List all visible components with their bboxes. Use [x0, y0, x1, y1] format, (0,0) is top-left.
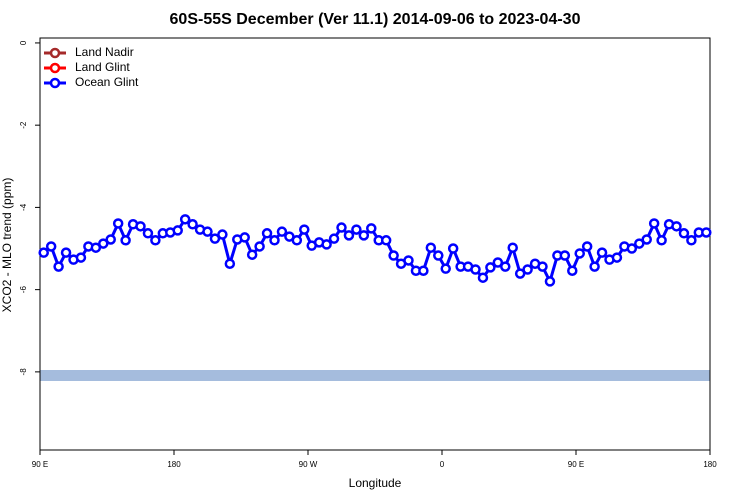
- point: [433, 250, 444, 261]
- point: [611, 252, 623, 263]
- y-tick-label: -6: [19, 286, 28, 294]
- point: [559, 250, 571, 261]
- point: [514, 268, 526, 279]
- legend-label: Ocean Glint: [75, 75, 139, 89]
- point: [447, 243, 459, 254]
- point: [269, 235, 280, 246]
- point: [544, 276, 556, 287]
- point: [701, 227, 712, 238]
- point: [291, 235, 303, 246]
- point: [179, 214, 191, 225]
- point: [217, 229, 228, 240]
- point: [418, 265, 429, 276]
- point: [380, 235, 392, 246]
- y-tick-label: -2: [19, 121, 28, 129]
- point: [120, 235, 131, 246]
- legend-marker: [49, 77, 61, 89]
- point: [626, 243, 638, 254]
- chart-title: 60S-55S December (Ver 11.1) 2014-09-06 t…: [170, 11, 581, 28]
- point: [336, 222, 347, 233]
- coverage-band: [40, 370, 710, 381]
- point: [105, 234, 116, 245]
- point: [53, 261, 64, 272]
- x-tick-label: 0: [440, 460, 445, 469]
- point: [187, 219, 198, 230]
- legend-marker: [49, 47, 61, 59]
- point: [38, 247, 49, 258]
- point: [648, 218, 660, 229]
- point: [581, 241, 593, 252]
- point: [343, 230, 355, 241]
- point: [299, 224, 310, 235]
- x-tick-label: 180: [703, 460, 717, 469]
- x-tick-label: 90 E: [568, 460, 584, 469]
- point: [596, 247, 608, 258]
- point: [60, 247, 72, 258]
- legend-marker: [49, 62, 61, 74]
- point: [507, 242, 518, 253]
- point: [112, 218, 124, 229]
- point: [656, 235, 667, 246]
- x-tick-label: 180: [167, 460, 181, 469]
- point: [45, 241, 57, 252]
- point: [321, 239, 332, 250]
- point: [172, 225, 183, 236]
- point: [202, 226, 213, 237]
- point: [358, 230, 370, 241]
- point: [641, 234, 652, 245]
- point: [440, 263, 451, 274]
- point: [261, 228, 273, 239]
- y-tick-label: 0: [19, 40, 28, 45]
- point: [671, 221, 682, 232]
- point: [254, 241, 265, 252]
- point: [246, 249, 258, 260]
- point: [492, 257, 504, 268]
- point: [477, 272, 489, 283]
- point: [574, 248, 585, 259]
- point: [522, 264, 533, 275]
- point: [276, 226, 288, 237]
- legend-label: Land Glint: [75, 60, 130, 74]
- point: [425, 242, 437, 253]
- y-tick-label: -4: [19, 203, 28, 211]
- point: [403, 255, 414, 266]
- x-tick-label: 90 W: [299, 460, 318, 469]
- point: [567, 265, 578, 276]
- plot-frame: [39, 37, 711, 451]
- point: [90, 242, 102, 253]
- point: [470, 264, 481, 275]
- x-tick-label: 90 E: [32, 460, 48, 469]
- x-axis-label: Longitude: [349, 476, 402, 490]
- point: [150, 235, 161, 246]
- point: [634, 238, 645, 249]
- y-tick-label: -8: [19, 368, 28, 376]
- point: [485, 262, 496, 273]
- point: [500, 261, 511, 272]
- point: [239, 232, 250, 243]
- y-axis-label: XCO2 - MLO trend (ppm): [0, 178, 14, 313]
- point: [537, 261, 548, 272]
- point: [209, 233, 221, 244]
- point: [328, 233, 340, 244]
- point: [678, 228, 690, 239]
- point: [142, 228, 154, 239]
- point: [366, 223, 377, 234]
- point: [351, 224, 362, 235]
- point: [135, 221, 146, 232]
- point: [98, 238, 109, 249]
- legend-label: Land Nadir: [75, 45, 134, 59]
- point: [589, 261, 600, 272]
- point: [224, 258, 236, 269]
- point: [388, 250, 399, 261]
- point: [686, 235, 697, 246]
- point: [75, 252, 87, 263]
